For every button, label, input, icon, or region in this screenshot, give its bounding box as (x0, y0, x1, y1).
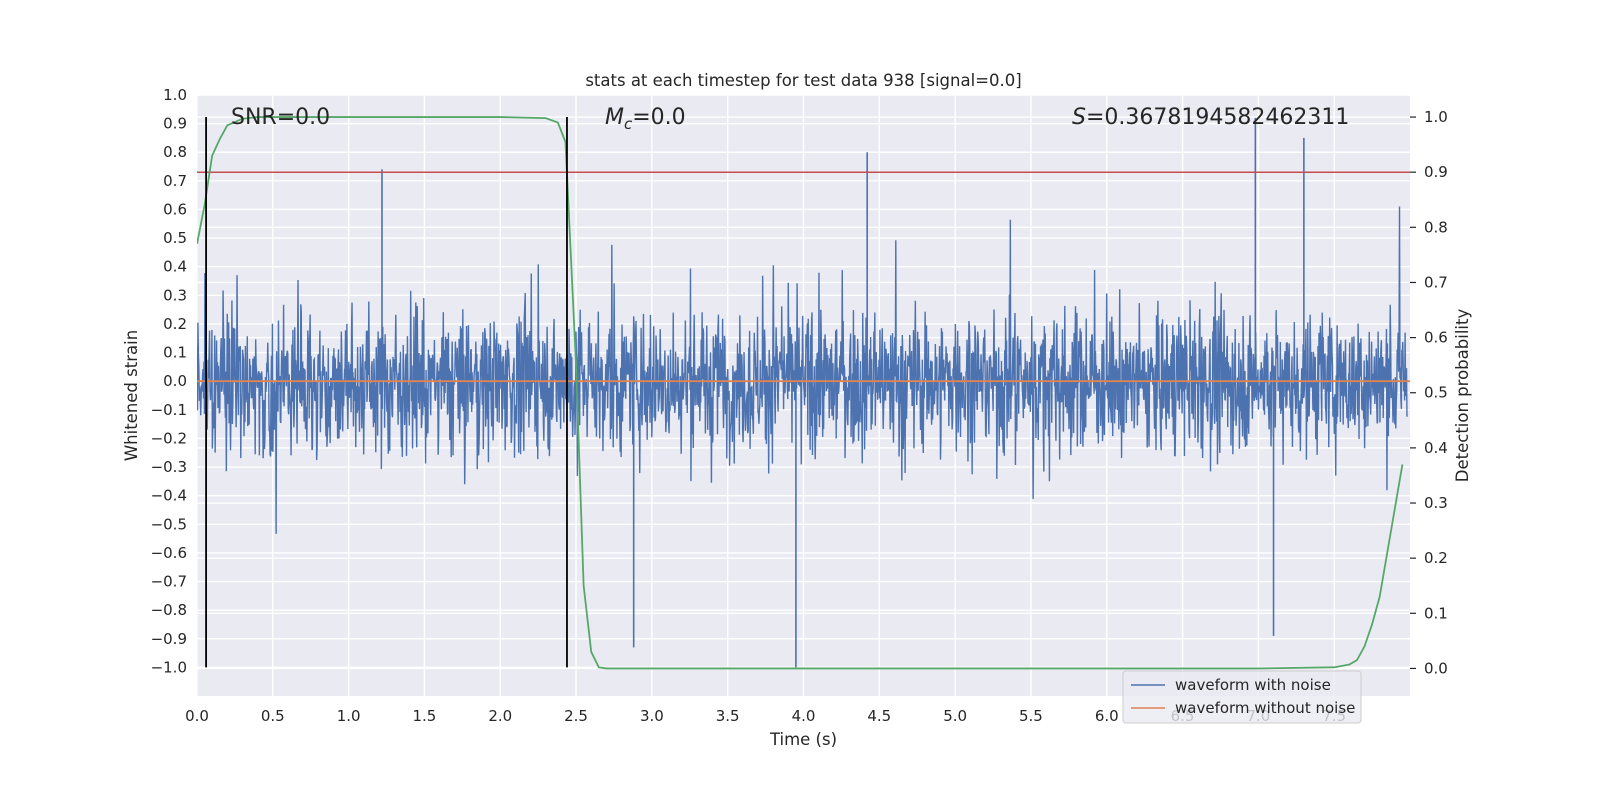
y-right-tick-label: 0.2 (1424, 549, 1448, 567)
y-right-tick-label: 0.1 (1424, 604, 1448, 622)
y-tick-label: −0.4 (151, 487, 187, 505)
x-tick-label: 5.5 (1019, 707, 1043, 725)
s-value: =0.3678194582462311 (1086, 105, 1349, 130)
series-waveform-with-noise (197, 206, 1408, 534)
mc-value: =0.0 (632, 105, 685, 130)
y-tick-label: −0.5 (151, 515, 187, 533)
y-tick-label: 0.9 (163, 115, 187, 133)
y-tick-label: 0.7 (163, 172, 187, 190)
snr-annotation: SNR=0.0 (231, 105, 330, 130)
y-tick-label: −0.8 (151, 601, 187, 619)
y-tick-label: −0.6 (151, 544, 187, 562)
y-right-tick-label: 0.0 (1424, 659, 1448, 677)
axis-layer: 0.00.51.01.52.02.53.03.54.04.55.05.56.06… (151, 86, 1448, 725)
x-tick-label: 6.0 (1095, 707, 1119, 725)
legend-label-noise: waveform with noise (1175, 676, 1331, 694)
marker-layer (205, 117, 568, 668)
x-tick-label: 0.0 (185, 707, 209, 725)
y-right-tick-label: 0.7 (1424, 273, 1448, 291)
y-tick-label: 0.2 (163, 315, 187, 333)
x-tick-label: 2.0 (488, 707, 512, 725)
y-right-tick-label: 0.8 (1424, 218, 1448, 236)
x-tick-label: 3.0 (640, 707, 664, 725)
y-tick-label: −0.9 (151, 630, 187, 648)
y-tick-label: 0.8 (163, 143, 187, 161)
x-tick-label: 1.0 (337, 707, 361, 725)
x-tick-label: 2.5 (564, 707, 588, 725)
series-detection-probability (197, 116, 1404, 670)
x-tick-label: 5.0 (943, 707, 967, 725)
y-tick-label: −0.1 (151, 401, 187, 419)
y-right-tick-label: 1.0 (1424, 108, 1448, 126)
x-tick-label: 3.5 (716, 707, 740, 725)
legend-box (1122, 670, 1362, 724)
mc-symbol: M (605, 105, 624, 130)
score-annotation: S=0.3678194582462311 (1072, 105, 1349, 130)
legend-label-clean: waveform without noise (1175, 699, 1355, 717)
y-right-tick-label: 0.9 (1424, 163, 1448, 181)
legend: waveform with noise waveform without noi… (1122, 670, 1362, 724)
x-axis-label: Time (s) (769, 730, 837, 749)
y-tick-label: 0.5 (163, 229, 187, 247)
y-right-tick-label: 0.6 (1424, 329, 1448, 347)
y-tick-label: −0.7 (151, 573, 187, 591)
y-tick-label: 0.0 (163, 372, 187, 390)
y-tick-label: 0.4 (163, 258, 187, 276)
y-tick-label: −0.2 (151, 429, 187, 447)
y-tick-label: 0.6 (163, 200, 187, 218)
mc-subscript: c (624, 115, 633, 133)
y-tick-label: −1.0 (151, 658, 187, 676)
y-right-tick-label: 0.4 (1424, 439, 1448, 457)
x-tick-label: 4.5 (867, 707, 891, 725)
y-tick-label: −0.3 (151, 458, 187, 476)
s-symbol: S (1072, 105, 1086, 130)
y-tick-label: 1.0 (163, 86, 187, 104)
y-tick-label: 0.1 (163, 344, 187, 362)
y-tick-label: 0.3 (163, 286, 187, 304)
chart-title: stats at each timestep for test data 938… (585, 71, 1021, 90)
y-right-tick-label: 0.5 (1424, 384, 1448, 402)
y-right-tick-label: 0.3 (1424, 494, 1448, 512)
y-axis-label-right: Detection probability (1453, 309, 1472, 483)
data-layer (197, 116, 1410, 670)
x-tick-label: 4.0 (792, 707, 816, 725)
chirp-mass-annotation: Mc=0.0 (605, 105, 686, 133)
x-tick-label: 1.5 (413, 707, 437, 725)
y-axis-label: Whitened strain (122, 330, 141, 461)
x-tick-label: 0.5 (261, 707, 285, 725)
